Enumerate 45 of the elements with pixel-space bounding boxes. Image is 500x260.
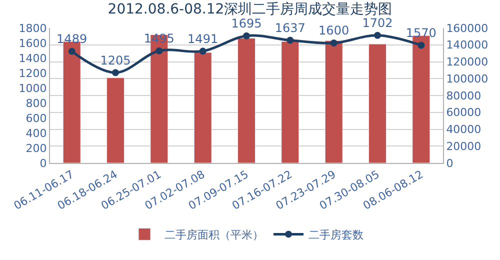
data-label: 1637 <box>274 20 306 35</box>
point <box>286 36 294 44</box>
point <box>199 48 206 55</box>
y2-tick-label: 60000 <box>446 106 482 120</box>
bar <box>106 78 124 163</box>
y-tick-label: 1400 <box>18 52 47 65</box>
legend-label: 二手房面积（平米） <box>164 228 264 242</box>
y-tick-label: 0 <box>40 156 47 170</box>
y2-tick-label: 0 <box>446 156 454 170</box>
y-tick-label: 800 <box>26 96 47 110</box>
point <box>243 32 250 40</box>
bar <box>281 41 300 163</box>
y2-tick-label: 120000 <box>446 56 488 69</box>
data-label: 1570 <box>406 26 436 40</box>
data-label: 1695 <box>231 16 262 31</box>
bar <box>324 40 343 163</box>
point <box>374 32 381 39</box>
y-tick-label: 1000 <box>18 82 47 95</box>
bar <box>368 44 386 163</box>
point <box>68 48 76 55</box>
point <box>418 42 425 49</box>
y2-tick-label: 40000 <box>446 123 482 136</box>
y-tick-label: 200 <box>26 142 47 155</box>
y-tick-label: 1800 <box>18 22 47 35</box>
bar <box>194 52 212 163</box>
y2-tick-label: 100000 <box>446 72 488 86</box>
data-label: 1489 <box>56 32 88 46</box>
point <box>112 69 119 76</box>
legend-label: 二手房套数 <box>308 228 364 242</box>
point <box>156 47 163 54</box>
y-tick-label: 1600 <box>18 36 47 50</box>
y-tick-label: 600 <box>26 112 47 125</box>
data-label: 1702 <box>362 16 393 30</box>
point <box>330 40 338 46</box>
y2-tick-label: 140000 <box>446 38 488 52</box>
data-label: 1600 <box>318 24 350 38</box>
chart-title: 2012.08.6-08.12深圳二手房周成交量走势图 <box>108 2 392 18</box>
y2-tick-label: 20000 <box>446 140 482 153</box>
bar <box>238 38 256 163</box>
y2-tick-label: 160000 <box>446 22 488 35</box>
data-label: 1491 <box>188 32 218 46</box>
y-tick-label: 1200 <box>18 66 47 80</box>
y2-tick-label: 80000 <box>446 89 482 102</box>
data-label: 1205 <box>100 53 131 68</box>
y-tick-label: 400 <box>26 126 47 140</box>
